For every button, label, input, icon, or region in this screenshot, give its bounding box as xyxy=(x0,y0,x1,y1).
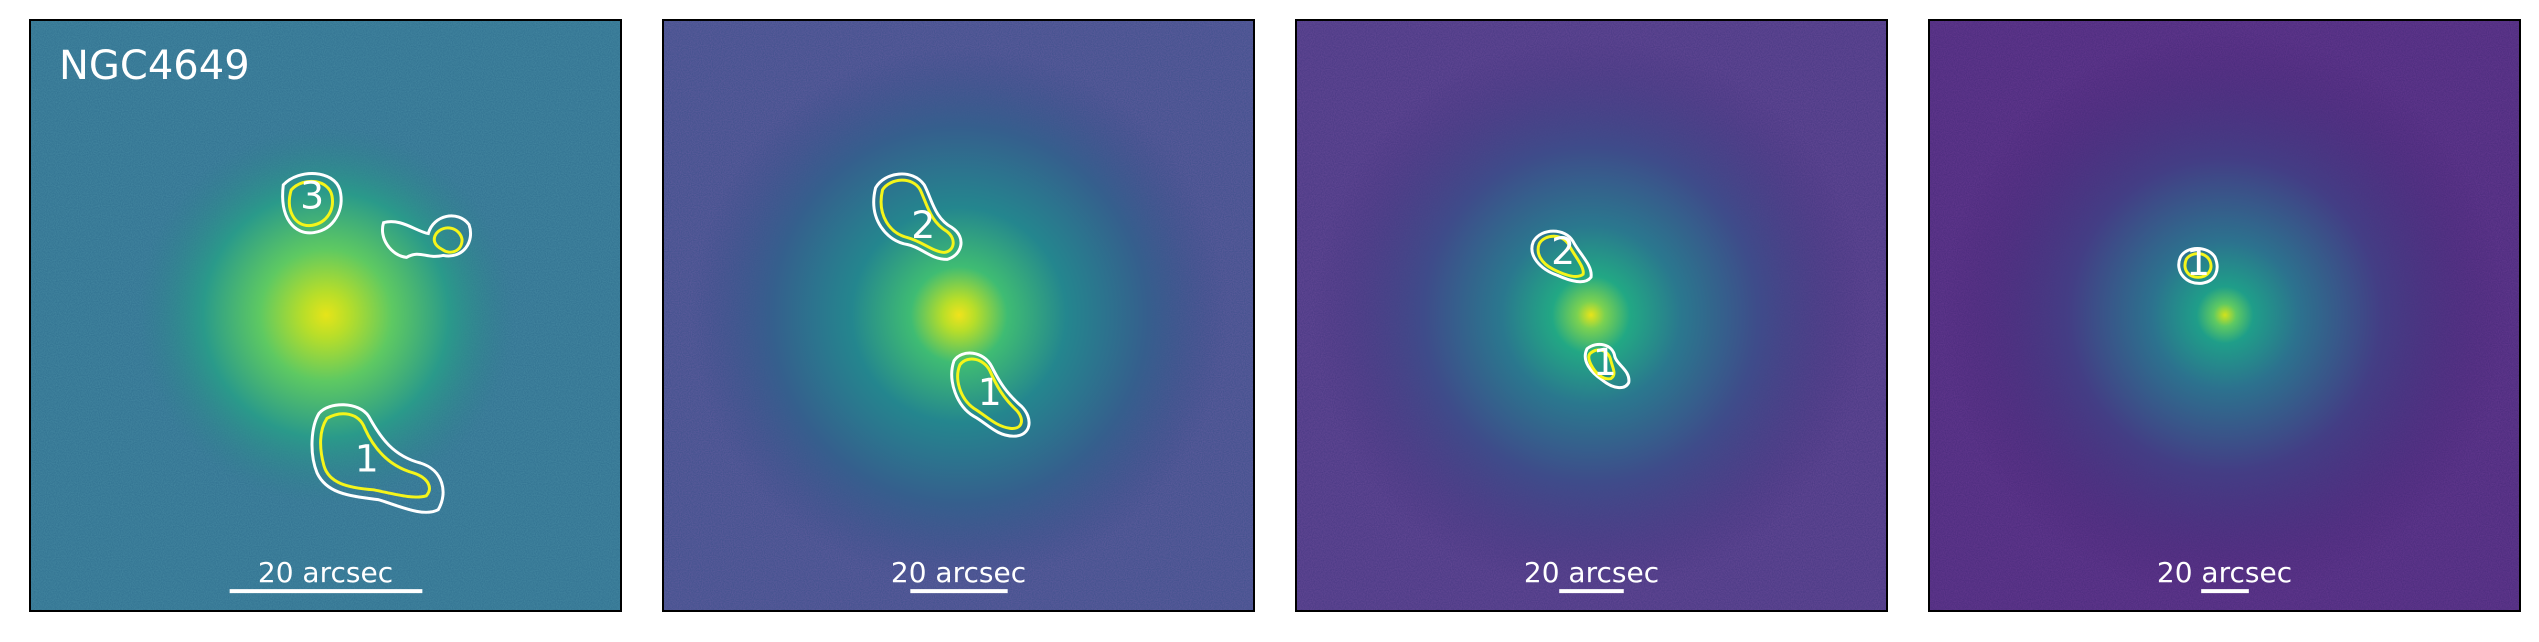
panel-2-image: 2 1 xyxy=(664,21,1253,610)
region-2-label: 2 xyxy=(911,203,935,247)
galaxy-core xyxy=(137,126,515,504)
panel-1-image: 3 1 xyxy=(31,21,620,610)
region-1-outer-contour xyxy=(1583,342,1631,390)
region-3-label: 3 xyxy=(300,173,324,217)
panel-4-image: 1 xyxy=(1930,21,2519,610)
region-unlabeled-inner-contour xyxy=(432,226,464,254)
galaxy-name: NGC4649 xyxy=(59,43,250,89)
image-panel-1: 3 1 NGC4649 20 arcsec xyxy=(29,19,622,612)
region-1-outer-contour xyxy=(310,403,445,514)
region-2-inner-contour xyxy=(879,178,955,254)
galaxy-core xyxy=(1312,36,1870,594)
panel-3-image: 2 1 xyxy=(1297,21,1886,610)
scale-bar-label: 20 arcsec xyxy=(2156,556,2293,589)
image-panel-2: 2 1 20 arcsec xyxy=(662,19,1255,612)
region-1-label: 1 xyxy=(1593,340,1617,384)
region-2-label: 2 xyxy=(1551,229,1575,273)
region-1-inner-contour xyxy=(319,412,431,499)
region-unlabeled-outer-contour xyxy=(381,214,472,259)
region-2-inner-contour xyxy=(1536,234,1585,278)
region-1-outer-contour xyxy=(2177,246,2219,285)
region-2-outer-contour xyxy=(1530,229,1593,284)
scale-bar-label: 20 arcsec xyxy=(890,556,1027,589)
region-1-inner-contour xyxy=(956,357,1023,430)
region-2-outer-contour xyxy=(872,172,963,261)
galaxy-core xyxy=(690,46,1228,584)
region-1-outer-contour xyxy=(950,351,1031,438)
image-panel-4: 1 20 arcsec xyxy=(1928,19,2521,612)
image-panel-3: 2 1 20 arcsec xyxy=(1295,19,1888,612)
scale-bar-label: 20 arcsec xyxy=(1523,556,1660,589)
region-1-inner-contour xyxy=(2183,252,2213,279)
region-3-inner-contour xyxy=(287,179,334,228)
region-1-label: 1 xyxy=(355,437,379,481)
region-1-label: 1 xyxy=(2186,240,2210,284)
region-1-inner-contour xyxy=(1587,348,1616,381)
scale-bar-label: 20 arcsec xyxy=(257,556,394,589)
galaxy-core xyxy=(1941,31,2509,599)
region-1-label: 1 xyxy=(978,370,1002,414)
region-3-outer-contour xyxy=(281,171,343,235)
